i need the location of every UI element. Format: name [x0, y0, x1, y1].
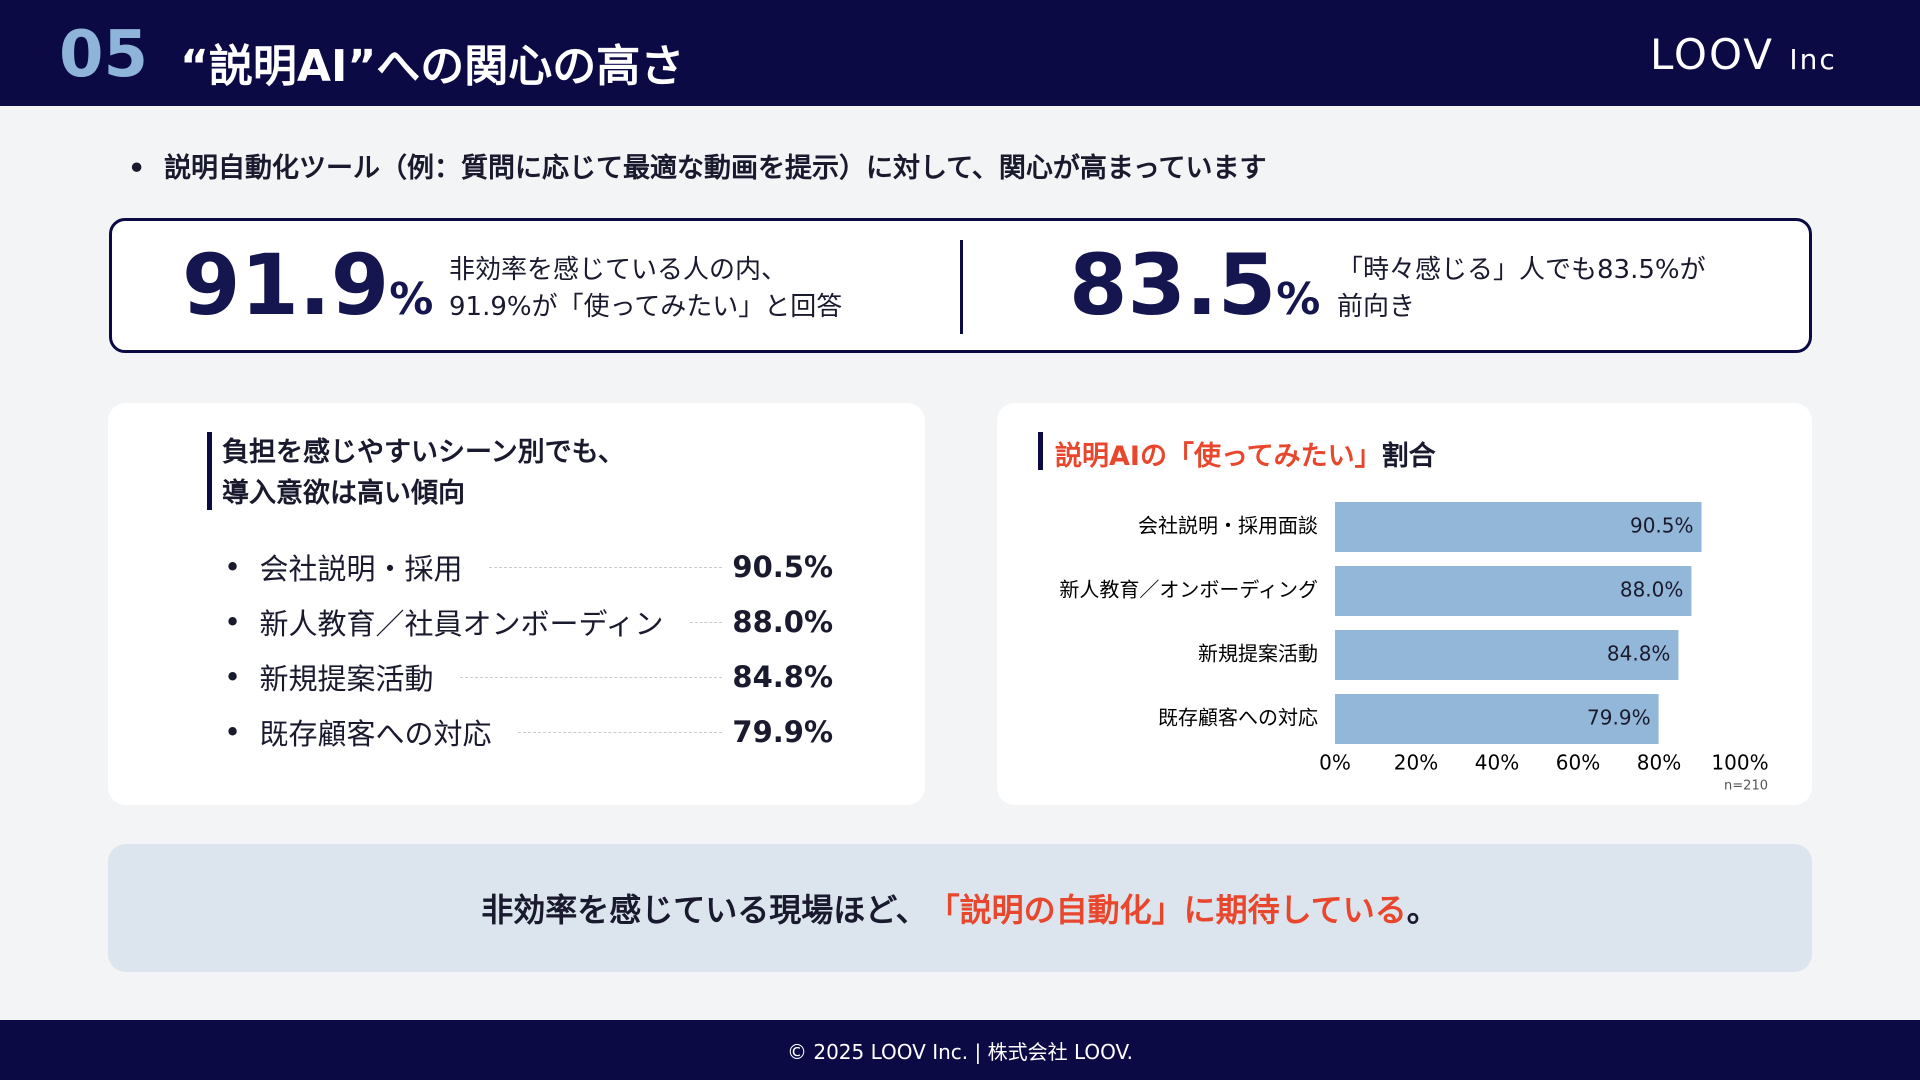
list-item: • 新規提案活動 84.8%: [224, 656, 833, 698]
item-value: 84.8%: [732, 660, 833, 694]
panel-heading: 負担を感じやすいシーン別でも、 導入意欲は高い傾向: [222, 432, 625, 514]
bullet: •: [224, 715, 260, 749]
category-label: 既存顧客への対応: [1158, 706, 1318, 730]
item-value: 79.9%: [732, 715, 833, 749]
x-tick-label: 80%: [1637, 751, 1681, 775]
data-label: 79.9%: [1587, 706, 1651, 730]
note: n=210: [1724, 779, 1768, 794]
x-tick-label: 60%: [1556, 751, 1600, 775]
data-label: 88.0%: [1620, 578, 1684, 602]
leader: [488, 566, 723, 568]
list-item: • 既存顧客への対応 79.9%: [224, 711, 833, 753]
line: 非効率を感じている人の内、: [449, 255, 788, 285]
title-highlight: 説明AIの「使ってみたい」: [1055, 441, 1382, 472]
accent-bar: [207, 432, 212, 510]
bar: [1335, 566, 1692, 616]
data-label: 84.8%: [1607, 642, 1671, 666]
text: 。: [1406, 891, 1439, 929]
leader: [689, 621, 723, 623]
stat: 83.5%: [1069, 236, 1320, 334]
bullet: •: [224, 660, 260, 694]
bar: [1335, 630, 1679, 680]
stat: 91.9%: [182, 236, 433, 334]
list-item: • 新人教育／社員オンボーディン 88.0%: [224, 601, 833, 643]
conclusion: 非効率を感じている現場ほど、 「説明の自動化」に期待している。: [108, 844, 1812, 972]
section-number: 05: [59, 18, 149, 92]
leader: [459, 676, 723, 678]
footer: © 2025 LOOV Inc. | 株式会社 LOOV.: [0, 1020, 1920, 1080]
item-value: 88.0%: [732, 605, 833, 639]
item-label: 会社説明・採用: [259, 552, 463, 586]
line: 導入意欲は高い傾向: [222, 478, 465, 509]
line: 前向き: [1337, 292, 1416, 322]
text: 非効率を感じている現場ほど、: [481, 891, 928, 929]
stat-desc: 「時々感じる」人でも83.5%が 前向き: [1337, 252, 1706, 326]
bar: [1335, 694, 1659, 744]
logo: LOOV Inc: [1650, 30, 1837, 79]
title-rest: 割合: [1381, 441, 1436, 472]
line: 「時々感じる」人でも83.5%が: [1337, 255, 1706, 285]
stat-desc: 非効率を感じている人の内、 91.9%が「使ってみたい」と回答: [449, 252, 842, 326]
footer-text: © 2025 LOOV Inc. | 株式会社 LOOV.: [787, 1039, 1133, 1064]
chart-title: 説明AIの「使ってみたい」割合: [1055, 434, 1436, 473]
bar: [1335, 502, 1702, 552]
leader: [517, 731, 723, 733]
left-panel: [108, 403, 925, 805]
line: 91.9%が「使ってみたい」と回答: [449, 292, 843, 322]
x-tick-label: 100%: [1711, 751, 1768, 775]
logo-text: LOOV: [1650, 30, 1775, 79]
accent-bar: [1038, 432, 1043, 470]
bullet: • 説明自動化ツール（例：質問に応じて最適な動画を提示）に対して、関心が高まって…: [128, 153, 1267, 184]
bullet: •: [224, 605, 260, 639]
stat-unit: %: [1276, 274, 1321, 325]
category-label: 会社説明・採用面談: [1138, 514, 1318, 538]
item-label: 新規提案活動: [259, 662, 434, 696]
header: [0, 0, 1920, 106]
divider: [960, 240, 963, 334]
x-tick-label: 40%: [1475, 751, 1519, 775]
item-label: 新人教育／社員オンボーディン: [259, 607, 664, 641]
highlight: 「説明の自動化」に期待している: [927, 891, 1407, 929]
logo-suffix: Inc: [1789, 43, 1837, 76]
stat-unit: %: [389, 274, 434, 325]
category-label: 新規提案活動: [1198, 642, 1318, 666]
item-label: 既存顧客への対応: [259, 717, 492, 751]
x-tick-label: 20%: [1394, 751, 1438, 775]
bullet: •: [224, 550, 260, 584]
data-label: 90.5%: [1630, 514, 1694, 538]
page-title: “説明AI”への関心の高さ: [180, 41, 685, 92]
item-value: 90.5%: [732, 550, 833, 584]
line: 負担を感じやすいシーン別でも、: [222, 437, 625, 468]
stat-value: 83.5: [1069, 236, 1277, 334]
chart: 0% 20% 40% 60% 80% 100% 会社説明・採用面談 90.5% 新人教育／オンボ…: [1059, 502, 1769, 794]
category-label: 新人教育／オンボーディング: [1059, 578, 1318, 602]
stat-value: 91.9: [182, 236, 390, 334]
x-tick-label: 0%: [1319, 751, 1351, 775]
bullet-text: 説明自動化ツール（例：質問に応じて最適な動画を提示）に対して、関心が高まっていま…: [164, 153, 1267, 184]
list-item: • 会社説明・採用 90.5%: [224, 546, 833, 588]
